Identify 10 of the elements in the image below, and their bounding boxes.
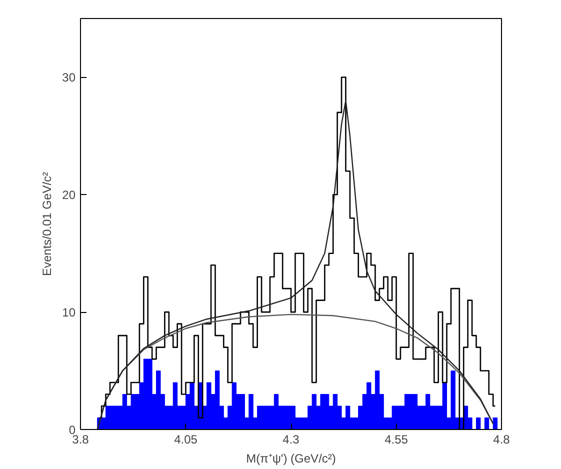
x-tick-label: 4.05: [174, 432, 198, 446]
x-tick-label: 4.55: [384, 432, 408, 446]
y-axis-title: Events/0.01 GeV/c²: [40, 172, 54, 276]
y-tick-label: 20: [62, 188, 76, 202]
y-tick-label: 10: [62, 306, 76, 320]
y-tick-label: 30: [62, 70, 76, 85]
x-tick-label: 3.8: [72, 432, 90, 446]
x-tick-label: 4.3: [282, 432, 300, 446]
x-tick-label: 4.8: [493, 432, 510, 446]
x-axis-title: M(π⁺ψ') (GeV/c²): [246, 452, 336, 466]
